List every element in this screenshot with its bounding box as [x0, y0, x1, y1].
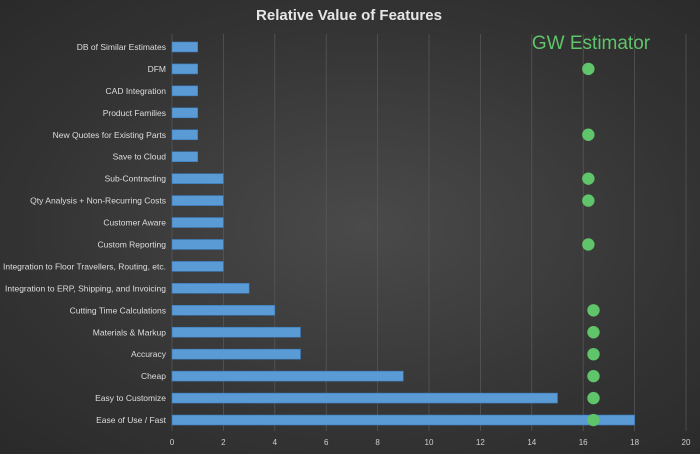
gw-marker-13 — [587, 326, 600, 339]
bar-15 — [171, 370, 404, 382]
category-label-5: Save to Cloud — [113, 152, 167, 162]
grid-layer — [171, 34, 687, 431]
markers-layer — [582, 62, 600, 427]
category-label-12: Cutting Time Calculations — [70, 305, 166, 315]
x-tick-label-0: 0 — [170, 438, 175, 447]
x-tick-labels: 0 2 4 6 8 10 12 14 16 18 20 — [170, 438, 691, 447]
bar-17 — [171, 414, 635, 426]
x-tick-label-1: 2 — [221, 438, 226, 447]
bar-9 — [171, 239, 224, 250]
gw-marker-9 — [582, 238, 595, 251]
bar-11 — [171, 283, 250, 294]
category-label-11: Integration to ERP, Shipping, and Invoic… — [5, 283, 166, 293]
bar-6 — [171, 173, 224, 184]
bar-2 — [171, 85, 199, 97]
category-label-2: CAD Integration — [106, 86, 167, 96]
category-label-6: Sub-Contracting — [105, 174, 167, 184]
bar-5 — [171, 151, 199, 162]
category-label-0: DB of Similar Estimates — [77, 42, 166, 52]
bar-0 — [171, 41, 199, 53]
gw-marker-14 — [587, 347, 600, 361]
x-tick-label-4: 8 — [375, 438, 380, 447]
x-tick-label-10: 20 — [682, 438, 691, 447]
gw-marker-4 — [582, 128, 595, 141]
bar-1 — [171, 63, 199, 75]
bar-4 — [171, 129, 199, 141]
gw-marker-7 — [582, 194, 595, 207]
chart-title: Relative Value of Features — [256, 7, 442, 24]
gw-marker-1 — [582, 62, 595, 76]
bar-10 — [171, 261, 224, 272]
gw-marker-6 — [582, 172, 595, 185]
category-label-8: Customer Aware — [103, 218, 166, 228]
gw-marker-15 — [587, 369, 600, 383]
bars-layer — [171, 41, 635, 426]
category-label-9: Custom Reporting — [97, 239, 166, 249]
legend-gw-estimator: GW Estimator — [532, 33, 651, 54]
category-label-13: Materials & Markup — [93, 327, 166, 337]
bar-12 — [171, 305, 276, 316]
x-tick-label-7: 14 — [527, 438, 536, 447]
gw-marker-17 — [587, 413, 600, 427]
x-tick-label-2: 4 — [273, 438, 278, 447]
category-labels: DB of Similar Estimates DFM CAD Integratio… — [3, 42, 167, 425]
x-tick-label-5: 10 — [425, 438, 434, 447]
category-label-17: Ease of Use / Fast — [96, 415, 167, 425]
x-tick-label-3: 6 — [324, 438, 329, 447]
category-label-16: Easy to Customize — [95, 393, 166, 403]
bar-7 — [171, 195, 224, 206]
category-label-3: Product Families — [103, 108, 166, 118]
category-label-7: Qty Analysis + Non-Recurring Costs — [30, 196, 166, 206]
bar-14 — [171, 348, 301, 360]
gw-marker-12 — [587, 304, 600, 317]
gw-marker-16 — [587, 391, 600, 405]
category-label-4: New Quotes for Existing Parts — [53, 130, 166, 140]
category-label-10: Integration to Floor Travellers, Routing… — [3, 261, 166, 271]
x-tick-label-9: 18 — [630, 438, 639, 447]
bar-3 — [171, 107, 199, 119]
x-tick-label-6: 12 — [476, 438, 485, 447]
bar-8 — [171, 217, 224, 228]
category-label-14: Accuracy — [131, 349, 167, 359]
bar-13 — [171, 326, 301, 338]
category-label-1: DFM — [148, 64, 166, 74]
category-label-15: Cheap — [141, 371, 166, 381]
bar-16 — [171, 392, 558, 404]
x-tick-label-8: 16 — [579, 438, 588, 447]
